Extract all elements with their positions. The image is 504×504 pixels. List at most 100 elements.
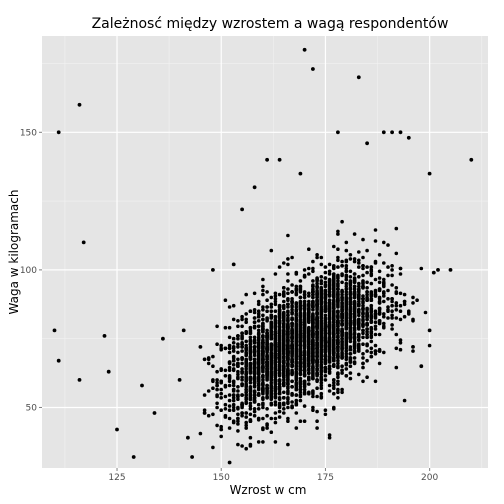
data-point: [261, 327, 265, 331]
data-point: [344, 290, 349, 294]
data-point: [386, 309, 390, 314]
data-point: [277, 409, 282, 414]
data-point: [252, 371, 257, 375]
data-point: [231, 393, 236, 397]
data-point: [298, 365, 303, 370]
data-point: [265, 369, 269, 374]
data-point: [269, 416, 274, 421]
data-point: [319, 363, 324, 367]
data-point: [236, 357, 240, 362]
data-point: [307, 346, 311, 351]
data-point: [298, 335, 303, 340]
data-point: [365, 330, 369, 334]
data-point: [261, 330, 265, 334]
data-point: [277, 360, 282, 364]
data-point: [286, 419, 290, 424]
data-point: [256, 324, 261, 329]
data-point: [369, 320, 374, 325]
data-point: [290, 283, 294, 287]
data-point: [340, 368, 344, 373]
data-point: [373, 324, 378, 329]
data-point: [269, 383, 274, 388]
data-point: [223, 407, 228, 411]
data-point: [231, 346, 236, 351]
data-point: [357, 302, 361, 307]
data-point: [407, 312, 411, 316]
data-point: [277, 328, 282, 333]
data-point: [294, 350, 299, 355]
data-point: [307, 390, 311, 395]
data-point: [423, 310, 428, 315]
data-point: [236, 324, 240, 329]
data-point: [340, 342, 344, 347]
data-point: [365, 323, 369, 327]
data-point: [277, 371, 282, 375]
data-point: [252, 353, 257, 358]
data-point: [202, 393, 207, 397]
data-point: [348, 279, 353, 283]
grid-lines: [42, 36, 488, 468]
data-point: [369, 346, 374, 351]
data-point: [302, 361, 307, 366]
data-point: [390, 309, 394, 314]
data-point: [236, 422, 240, 426]
data-point: [390, 316, 394, 320]
data-point: [357, 310, 361, 315]
data-point: [269, 393, 274, 397]
data-point: [365, 327, 369, 331]
data-point: [256, 371, 261, 375]
data-point: [323, 305, 328, 309]
data-point: [227, 350, 232, 355]
data-point: [411, 301, 415, 305]
data-point: [361, 303, 365, 308]
data-point: [344, 258, 349, 263]
data-point: [298, 320, 303, 325]
data-point: [319, 327, 324, 331]
data-point: [398, 272, 403, 276]
data-point: [252, 357, 257, 362]
data-point: [352, 321, 357, 326]
data-point: [319, 286, 324, 290]
data-point: [319, 360, 324, 364]
data-point: [131, 455, 136, 459]
data-point: [319, 262, 324, 267]
data-point: [273, 332, 278, 337]
data-point: [273, 291, 278, 296]
data-point: [327, 364, 332, 369]
data-point: [382, 240, 386, 245]
data-point: [277, 357, 282, 362]
data-point: [357, 308, 361, 312]
data-point: [219, 379, 223, 384]
data-point: [273, 320, 278, 325]
data-point: [161, 336, 165, 341]
data-point: [311, 321, 315, 326]
data-point: [323, 408, 328, 413]
data-point: [427, 171, 432, 176]
data-point: [240, 411, 244, 415]
data-point: [386, 273, 390, 278]
data-point: [244, 353, 248, 358]
data-point: [190, 455, 195, 459]
data-point: [252, 376, 257, 381]
data-point: [256, 382, 261, 386]
data-point: [307, 350, 311, 355]
data-point: [365, 375, 369, 380]
data-point: [377, 321, 382, 326]
data-point: [361, 255, 365, 260]
data-point: [294, 324, 299, 329]
data-point: [227, 305, 232, 309]
data-point: [298, 347, 303, 352]
data-point: [248, 380, 253, 385]
data-point: [390, 130, 394, 135]
data-point: [236, 416, 240, 421]
data-point: [332, 383, 336, 388]
data-point: [373, 309, 378, 314]
data-point: [265, 386, 269, 391]
data-point: [244, 343, 248, 348]
data-point: [348, 356, 353, 360]
data-point: [344, 343, 349, 348]
data-point: [298, 343, 303, 348]
data-point: [369, 354, 374, 359]
data-point: [294, 398, 299, 403]
data-point: [398, 291, 403, 296]
